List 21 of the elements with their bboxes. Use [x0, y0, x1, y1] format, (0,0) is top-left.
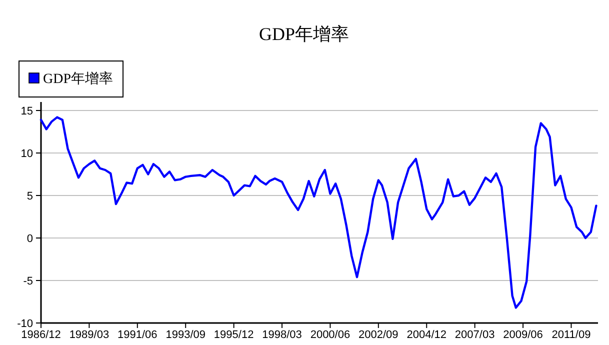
- x-tick-label: 1998/03: [262, 329, 302, 341]
- x-tick-label: 2007/03: [454, 329, 495, 341]
- x-tick-label: 2004/12: [406, 329, 446, 341]
- legend: GDP年增率: [18, 60, 124, 98]
- x-tick-label: 2000/06: [310, 329, 350, 341]
- chart-title: GDP年增率: [258, 24, 350, 44]
- x-tick-label: 1991/06: [118, 329, 158, 341]
- y-tick-label: 15: [20, 106, 33, 118]
- legend-label: GDP年增率: [43, 71, 114, 87]
- x-tick-label: 2009/06: [503, 329, 543, 341]
- x-tick-label: 1986/12: [21, 329, 61, 341]
- y-tick-label: -10: [17, 318, 33, 330]
- x-tick-label: 2011/09: [552, 329, 591, 341]
- x-tick-label: 1995/12: [214, 329, 254, 341]
- y-tick-label: 10: [20, 148, 33, 160]
- x-tick-label: 2002/09: [358, 329, 398, 341]
- x-tick-label: 1989/03: [69, 329, 110, 341]
- y-tick-label: 5: [26, 190, 33, 202]
- y-tick-label: -5: [23, 276, 33, 288]
- y-tick-label: 0: [26, 233, 33, 245]
- x-tick-label: 1993/09: [166, 329, 206, 341]
